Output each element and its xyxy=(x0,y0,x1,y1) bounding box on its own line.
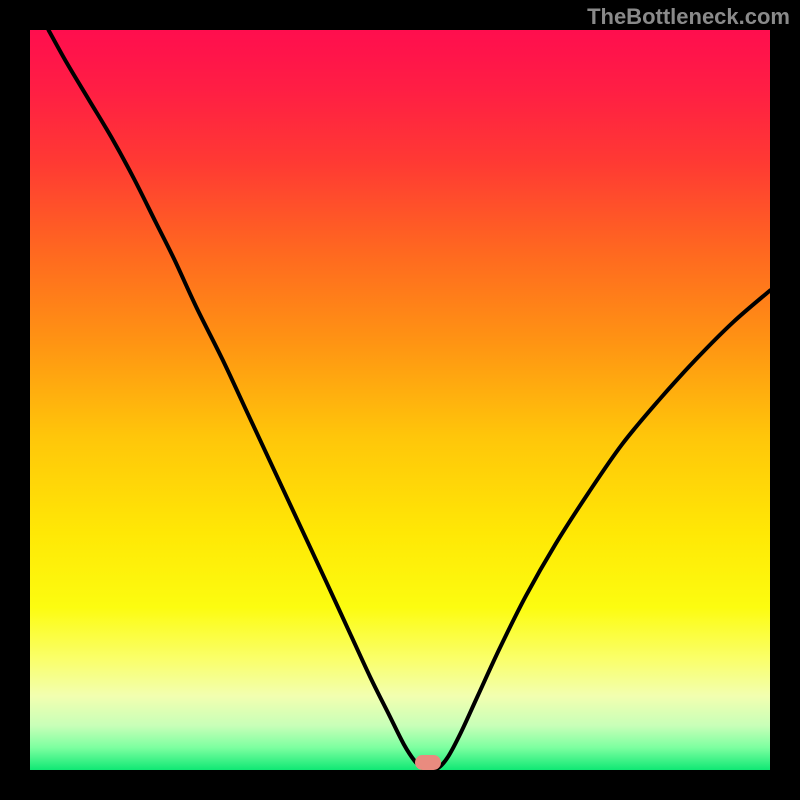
watermark-text: TheBottleneck.com xyxy=(587,4,790,30)
chart-container: TheBottleneck.com xyxy=(0,0,800,800)
plot-area xyxy=(30,30,770,770)
minimum-marker xyxy=(415,755,441,770)
bottleneck-curve xyxy=(30,30,770,770)
